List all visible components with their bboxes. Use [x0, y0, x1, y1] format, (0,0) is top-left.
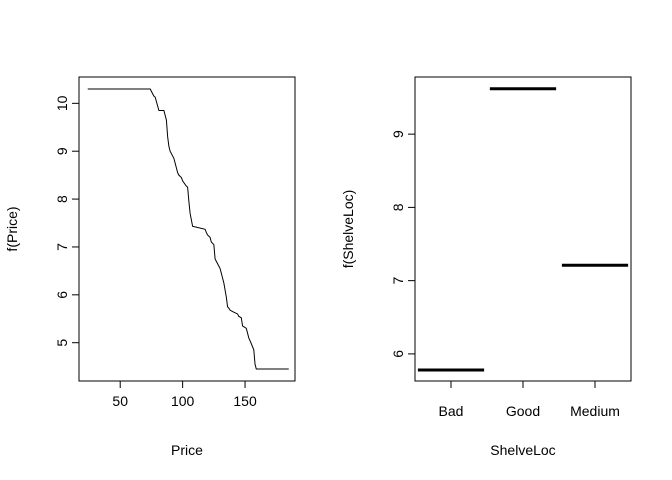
- price-x-tick-label: 150: [233, 393, 257, 409]
- price-effect-line: [87, 88, 289, 370]
- shelveloc-y-label: f(ShelveLoc): [340, 190, 356, 269]
- price-x-label: Price: [171, 442, 203, 458]
- price-x-tick-label: 100: [171, 393, 195, 409]
- shelveloc-x-tick-label: Medium: [570, 403, 620, 419]
- price-y-axis: 5 6 7 8 9 10: [54, 95, 79, 347]
- price-effect-panel: 50 100 150 5 6 7 8 9 10 Price f(Price): [4, 76, 296, 458]
- price-y-tick-label: 9: [54, 147, 70, 155]
- shelveloc-plot-frame: [414, 76, 632, 382]
- shelveloc-y-tick-label: 9: [390, 130, 406, 138]
- shelveloc-x-axis: Bad Good Medium: [439, 381, 620, 419]
- price-plot-frame: [78, 76, 296, 382]
- shelveloc-x-tick-label: Good: [506, 403, 540, 419]
- price-x-axis: 50 100 150: [112, 381, 257, 409]
- shelveloc-y-tick-label: 7: [390, 277, 406, 285]
- price-y-label: f(Price): [4, 206, 20, 251]
- shelveloc-y-tick-label: 8: [390, 203, 406, 211]
- price-y-tick-label: 8: [54, 195, 70, 203]
- shelveloc-effect-panel: Bad Good Medium 6 7 8 9 ShelveLoc f(ShelveLoc…: [340, 76, 632, 458]
- shelveloc-x-tick-label: Bad: [439, 403, 464, 419]
- shelveloc-x-label: ShelveLoc: [490, 442, 555, 458]
- price-y-tick-label: 5: [54, 339, 70, 347]
- shelveloc-y-tick-label: 6: [390, 350, 406, 358]
- price-y-tick-label: 6: [54, 291, 70, 299]
- price-x-tick-label: 50: [112, 393, 128, 409]
- shelveloc-y-axis: 6 7 8 9: [390, 130, 415, 358]
- price-y-tick-label: 10: [54, 95, 70, 111]
- price-y-tick-label: 7: [54, 243, 70, 251]
- shelveloc-level-marks: [417, 87, 629, 372]
